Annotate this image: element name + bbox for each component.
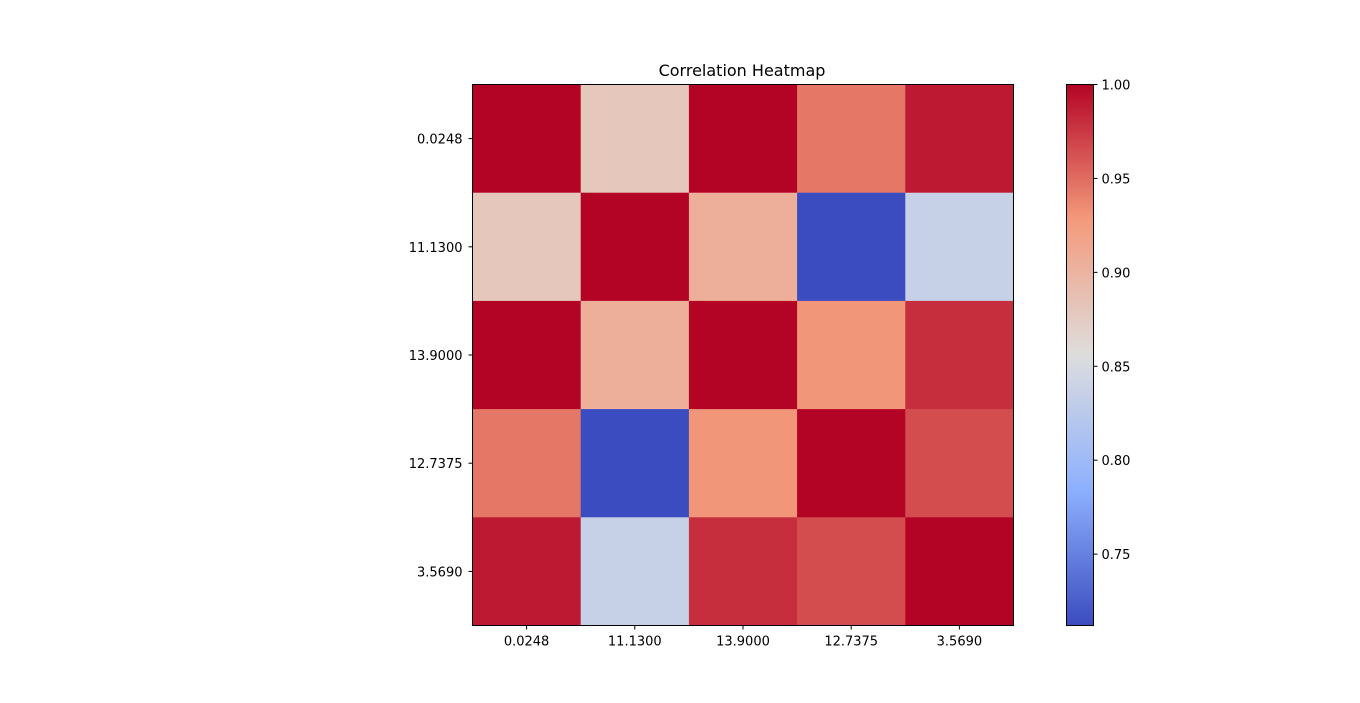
colorbar-tick-label: 0.75	[1102, 548, 1131, 563]
heatmap-cell	[905, 409, 1014, 518]
heatmap-cell	[580, 84, 690, 194]
y-tick-label: 0.0248	[417, 133, 463, 148]
x-axis: 0.0248 11.1300 13.9000 12.7375 3.5690	[504, 625, 983, 650]
heatmap-cell	[472, 409, 582, 518]
x-tick-label: 13.9000	[716, 635, 770, 650]
heatmap-cell	[688, 192, 798, 302]
colorbar-axis: 0.75 0.80 0.85 0.90 0.95 1.00	[1093, 79, 1131, 563]
heatmap-cell	[797, 84, 906, 194]
heatmap-cell	[472, 517, 582, 626]
heatmap-cell	[905, 84, 1014, 194]
heatmap-cell	[688, 409, 798, 518]
heatmap-cell	[580, 192, 690, 302]
heatmap-cell	[688, 300, 798, 410]
heatmap-cell	[797, 300, 906, 410]
x-tick-label: 0.0248	[504, 635, 550, 650]
heatmap-cell	[472, 192, 582, 302]
heatmap-cell	[580, 517, 690, 626]
x-tick-label: 11.1300	[608, 635, 662, 650]
heatmap-cell	[905, 300, 1014, 410]
y-axis: 0.0248 11.1300 13.9000 12.7375 3.5690	[409, 133, 473, 580]
heatmap-cell	[905, 517, 1014, 626]
heatmap-cell	[905, 192, 1014, 302]
heatmap-cell	[688, 84, 798, 194]
colorbar-tick-label: 0.95	[1102, 172, 1131, 187]
colorbar	[1066, 84, 1094, 626]
x-tick-label: 12.7375	[824, 635, 878, 650]
colorbar-tick-label: 0.85	[1102, 360, 1131, 375]
heatmap-cell	[797, 409, 906, 518]
y-tick-label: 11.1300	[409, 241, 463, 256]
colorbar-tick-label: 0.80	[1102, 454, 1131, 469]
heatmap-cells	[472, 84, 1014, 626]
y-tick-label: 12.7375	[409, 457, 463, 472]
colorbar-tick-label: 1.00	[1102, 79, 1131, 94]
heatmap-cell	[472, 300, 582, 410]
y-tick-label: 3.5690	[417, 565, 463, 580]
y-tick-label: 13.9000	[409, 349, 463, 364]
heatmap-cell	[580, 300, 690, 410]
heatmap-cell	[797, 192, 906, 302]
x-tick-label: 3.5690	[937, 635, 983, 650]
chart-title: Correlation Heatmap	[659, 61, 826, 80]
heatmap-cell	[472, 84, 582, 194]
heatmap-cell	[797, 517, 906, 626]
heatmap-cell	[688, 517, 798, 626]
colorbar-tick-label: 0.90	[1102, 266, 1131, 281]
heatmap-cell	[580, 409, 690, 518]
